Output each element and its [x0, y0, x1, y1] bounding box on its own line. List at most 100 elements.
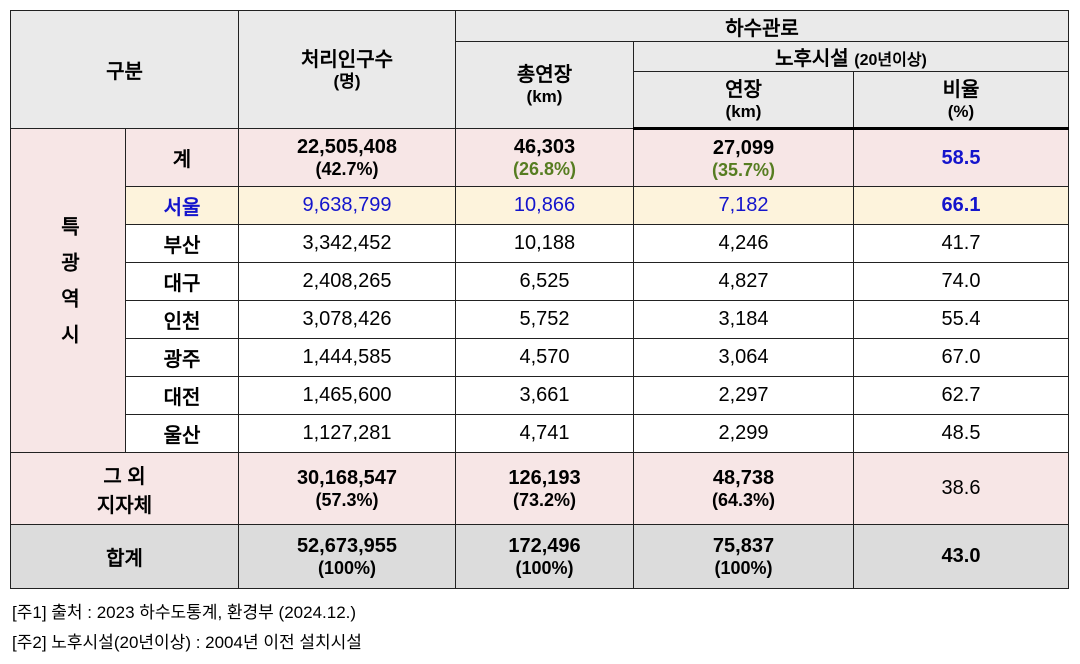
- header-total-length-title: 총연장: [516, 64, 573, 87]
- cell-ratio: 67.0: [853, 338, 1069, 377]
- cell-total-length: 126,193 (73.2%): [455, 452, 634, 525]
- cell-population: 1,127,281: [238, 414, 456, 453]
- cell-value: 4,246: [718, 232, 769, 254]
- cell-total-length: 4,570: [455, 338, 634, 377]
- cell-aged-length: 3,184: [633, 300, 854, 339]
- table-row-seoul: 서울 9,638,799 10,866 7,182 66.1: [11, 186, 1069, 225]
- row-group-metro-cities-label: 특광역시: [57, 215, 79, 360]
- cell-aged-length: 4,246: [633, 224, 854, 263]
- table-row-ulsan: 울산 1,127,281 4,741 2,299 48.5: [11, 414, 1069, 453]
- row-label-ulsan: 울산: [125, 414, 239, 453]
- row-label-incheon: 인천: [125, 300, 239, 339]
- cell-population: 3,342,452: [238, 224, 456, 263]
- footnote-definition: [주2] 노후시설(20년이상) : 2004년 이전 설치시설: [12, 632, 362, 652]
- cell-ratio: 58.5: [853, 128, 1069, 187]
- cell-population: 2,408,265: [238, 262, 456, 301]
- cell-population: 9,638,799: [238, 186, 456, 225]
- cell-percent: (73.2%): [512, 490, 577, 511]
- cell-total-length: 46,303 (26.8%): [455, 128, 634, 187]
- header-aged-group: 노후시설 (20년이상): [633, 41, 1069, 72]
- cell-value: 7,182: [718, 194, 769, 216]
- cell-total-length: 172,496 (100%): [455, 524, 634, 589]
- cell-value: 52,673,955: [296, 535, 398, 558]
- header-ratio-title: 비율: [942, 78, 980, 101]
- cell-population: 1,444,585: [238, 338, 456, 377]
- footnote-source: [주1] 출처 : 2023 하수도통계, 환경부 (2024.12.): [12, 603, 357, 622]
- cell-value: 2,408,265: [302, 270, 392, 292]
- cell-aged-length: 27,099 (35.7%): [633, 128, 854, 187]
- row-label-daejeon: 대전: [125, 376, 239, 415]
- cell-value: 3,661: [519, 384, 570, 406]
- cell-value: 48,738: [712, 467, 775, 490]
- cell-percent: (100%): [714, 558, 773, 579]
- cell-value: 1,465,600: [302, 384, 392, 406]
- cell-total-length: 4,741: [455, 414, 634, 453]
- cell-value: 3,078,426: [302, 308, 392, 330]
- cell-ratio: 41.7: [853, 224, 1069, 263]
- cell-value: 22,505,408: [296, 136, 398, 159]
- header-total-length-unit: (km): [526, 87, 563, 107]
- cell-percent: (100%): [515, 558, 574, 579]
- cell-ratio: 55.4: [853, 300, 1069, 339]
- cell-ratio: 38.6: [853, 452, 1069, 525]
- header-aged-group-sub: (20년이상): [854, 52, 927, 69]
- cell-value: 10,866: [513, 194, 576, 216]
- row-label-seoul: 서울: [125, 186, 239, 225]
- header-category: 구분: [10, 10, 239, 129]
- cell-value: 1,444,585: [302, 346, 392, 368]
- cell-percent: (26.8%): [512, 159, 577, 180]
- row-label-gwangju: 광주: [125, 338, 239, 377]
- cell-value: 2,299: [718, 422, 769, 444]
- cell-ratio: 66.1: [853, 186, 1069, 225]
- row-label-total: 계: [125, 128, 239, 187]
- cell-value: 172,496: [508, 535, 581, 558]
- cell-value: 46,303: [513, 136, 576, 159]
- cell-total-length: 6,525: [455, 262, 634, 301]
- header-aged-length-title: 연장: [725, 78, 762, 101]
- cell-total-length: 10,188: [455, 224, 634, 263]
- header-sewer-group: 하수관로: [455, 10, 1069, 42]
- table-row-incheon: 인천 3,078,426 5,752 3,184 55.4: [11, 300, 1069, 339]
- header-population: 처리인구수 (명): [238, 10, 456, 129]
- table-row-daejeon: 대전 1,465,600 3,661 2,297 62.7: [11, 376, 1069, 415]
- sewer-statistics-table: 구분 처리인구수 (명) 하수관로 총연장 (km) 노후시설 (20년이상): [10, 10, 1069, 589]
- cell-population: 1,465,600: [238, 376, 456, 415]
- cell-value: 2,297: [718, 384, 769, 406]
- cell-value: 27,099: [712, 136, 775, 159]
- cell-aged-length: 48,738 (64.3%): [633, 452, 854, 525]
- cell-aged-length: 3,064: [633, 338, 854, 377]
- cell-value: 4,827: [718, 270, 769, 292]
- cell-population: 52,673,955 (100%): [238, 524, 456, 589]
- header-population-title: 처리인구수: [301, 48, 393, 71]
- cell-percent: (64.3%): [711, 490, 776, 511]
- footnotes: [주1] 출처 : 2023 하수도통계, 환경부 (2024.12.) [주2…: [10, 598, 1069, 658]
- header-ratio: 비율 (%): [853, 71, 1069, 130]
- cell-percent: (57.3%): [315, 490, 379, 511]
- cell-total-length: 5,752: [455, 300, 634, 339]
- header-ratio-unit: (%): [947, 101, 975, 121]
- cell-percent: (42.7%): [315, 159, 379, 180]
- table-row-daegu: 대구 2,408,265 6,525 4,827 74.0: [11, 262, 1069, 301]
- cell-ratio: 48.5: [853, 414, 1069, 453]
- cell-aged-length: 7,182: [633, 186, 854, 225]
- header-aged-length-unit: (km): [725, 101, 762, 121]
- cell-aged-length: 2,299: [633, 414, 854, 453]
- cell-value: 75,837: [712, 535, 775, 558]
- row-group-metro-cities: 특광역시: [10, 128, 126, 453]
- cell-percent: (35.7%): [711, 159, 776, 180]
- cell-value: 30,168,547: [296, 467, 398, 490]
- header-aged-group-title: 노후시설: [775, 48, 849, 70]
- header-population-unit: (명): [333, 71, 361, 91]
- cell-aged-length: 75,837 (100%): [633, 524, 854, 589]
- cell-value: 4,741: [519, 422, 570, 444]
- row-label-line: 지자체: [96, 494, 153, 517]
- row-label-grand-total: 합계: [10, 524, 239, 589]
- cell-value: 1,127,281: [302, 422, 392, 444]
- cell-ratio: 43.0: [853, 524, 1069, 589]
- cell-percent: (100%): [317, 558, 377, 579]
- row-label-other-local: 그 외 지자체: [10, 452, 239, 525]
- cell-total-length: 10,866: [455, 186, 634, 225]
- cell-value: 5,752: [519, 308, 570, 330]
- table-row-busan: 부산 3,342,452 10,188 4,246 41.7: [11, 224, 1069, 263]
